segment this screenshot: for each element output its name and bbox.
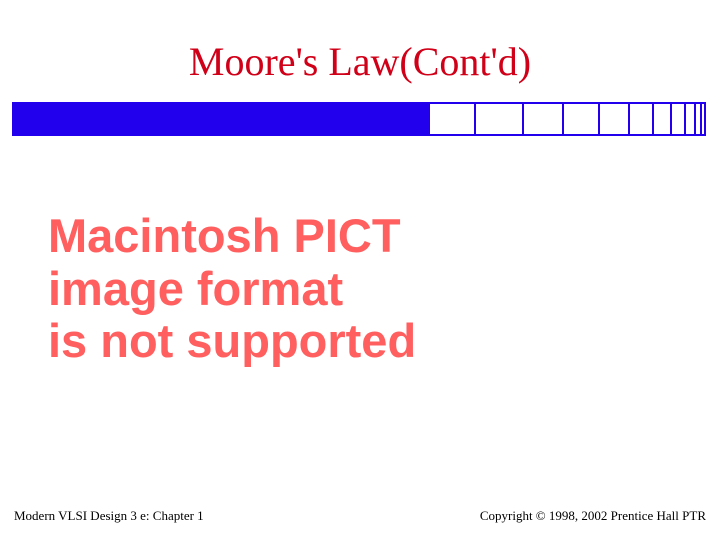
divider-segment [630,102,654,136]
message-line: image format [48,263,570,316]
title-divider [12,102,708,136]
divider-segments [428,102,706,136]
divider-segment [428,102,476,136]
divider-segment [672,102,686,136]
divider-segment [600,102,630,136]
divider-solid-bar [12,102,428,136]
divider-segment [476,102,524,136]
footer-right: Copyright © 1998, 2002 Prentice Hall PTR [480,508,706,524]
footer-left: Modern VLSI Design 3 e: Chapter 1 [14,508,204,524]
message-line: Macintosh PICT [48,210,570,263]
divider-segment [654,102,672,136]
divider-segment [564,102,600,136]
divider-segment [686,102,696,136]
divider-segment [702,102,706,136]
unsupported-format-message: Macintosh PICTimage formatis not support… [48,210,570,368]
slide: Moore's Law(Cont'd) Macintosh PICTimage … [0,0,720,540]
slide-title: Moore's Law(Cont'd) [0,38,720,85]
message-line: is not supported [48,315,570,368]
divider-segment [524,102,564,136]
